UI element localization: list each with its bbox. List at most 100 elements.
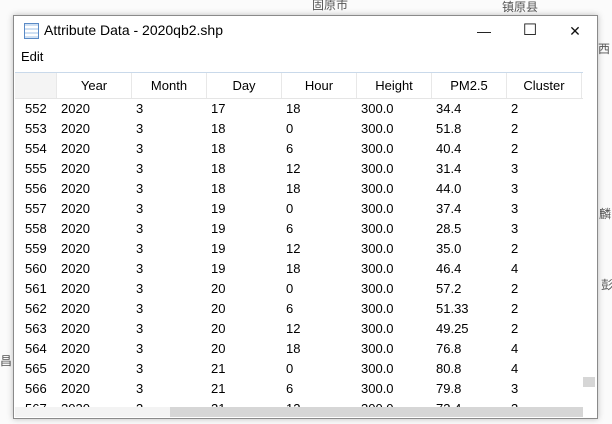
cell-height[interactable]: 300.0 — [361, 381, 394, 396]
column-header-year[interactable]: Year — [57, 73, 132, 98]
cell-day[interactable]: 21 — [207, 399, 282, 408]
cell-day[interactable]: 17 — [211, 101, 226, 116]
cell-height[interactable]: 300.0 — [361, 261, 394, 276]
cell-year[interactable]: 2020 — [61, 121, 90, 136]
table-row[interactable]: 560 2020 3 19 18 300.0 46.4 4 — [15, 259, 583, 279]
cell-cluster[interactable]: 2 — [511, 101, 519, 116]
table-row[interactable]: 558 2020 3 19 6 300.0 28.5 3 — [15, 219, 583, 239]
horizontal-scrollbar[interactable] — [15, 407, 583, 417]
cell-year[interactable]: 2020 — [61, 341, 90, 356]
table-row[interactable]: 564 2020 3 20 18 300.0 76.8 4 — [15, 339, 583, 359]
cell-row-number[interactable]: 556 — [25, 181, 47, 196]
column-header-cluster[interactable]: Cluster — [507, 73, 582, 98]
cell-height[interactable]: 300.0 — [361, 221, 394, 236]
cell-hour[interactable]: 18 — [286, 261, 301, 276]
cell-day[interactable]: 18 — [211, 121, 226, 136]
cell-year[interactable]: 2020 — [61, 221, 90, 236]
table-row[interactable]: 562 2020 3 20 6 300.0 51.33 2 — [15, 299, 583, 319]
cell-year[interactable]: 2020 — [61, 101, 90, 116]
cell-year[interactable]: 2020 — [61, 361, 90, 376]
cell-pm25[interactable]: 80.8 — [436, 361, 462, 376]
cell-month[interactable]: 3 — [136, 241, 144, 256]
cell-row-number[interactable]: 560 — [25, 261, 47, 276]
cell-pm25[interactable]: 57.2 — [436, 281, 462, 296]
horizontal-scroll-thumb[interactable] — [170, 407, 583, 417]
cell-cluster[interactable]: 3 — [507, 399, 582, 408]
cell-pm25[interactable]: 34.4 — [436, 101, 462, 116]
cell-pm25[interactable]: 76.8 — [436, 341, 462, 356]
cell-month[interactable]: 3 — [136, 201, 144, 216]
cell-pm25[interactable]: 49.25 — [436, 321, 469, 336]
cell-day[interactable]: 20 — [211, 281, 226, 296]
cell-pm25[interactable]: 44.0 — [436, 181, 462, 196]
cell-row-number[interactable]: 552 — [25, 101, 47, 116]
cell-year[interactable]: 2020 — [57, 399, 132, 408]
cell-cluster[interactable]: 4 — [511, 261, 519, 276]
cell-row-number[interactable]: 562 — [25, 301, 47, 316]
cell-hour[interactable]: 18 — [286, 341, 301, 356]
cell-cluster[interactable]: 2 — [511, 241, 519, 256]
column-header-pm25[interactable]: PM2.5 — [432, 73, 507, 98]
cell-height[interactable]: 300.0 — [361, 201, 394, 216]
table-row[interactable]: 566 2020 3 21 6 300.0 79.8 3 — [15, 379, 583, 399]
column-header-month[interactable]: Month — [132, 73, 207, 98]
cell-row-number[interactable]: 564 — [25, 341, 47, 356]
vertical-scrollbar[interactable] — [583, 72, 595, 407]
table-row[interactable]: 557 2020 3 19 0 300.0 37.4 3 — [15, 199, 583, 219]
cell-pm25[interactable]: 37.4 — [436, 201, 462, 216]
cell-pm25[interactable]: 51.8 — [436, 121, 462, 136]
cell-month[interactable]: 3 — [136, 161, 144, 176]
cell-day[interactable]: 21 — [211, 361, 226, 376]
cell-height[interactable]: 300.0 — [361, 121, 394, 136]
cell-row-number[interactable]: 553 — [25, 121, 47, 136]
cell-cluster[interactable]: 2 — [511, 321, 519, 336]
cell-height[interactable]: 300.0 — [361, 361, 394, 376]
cell-height[interactable]: 300.0 — [361, 321, 394, 336]
cell-pm25[interactable]: 46.4 — [436, 261, 462, 276]
cell-pm25[interactable]: 73.4 — [432, 399, 507, 408]
cell-year[interactable]: 2020 — [61, 301, 90, 316]
cell-cluster[interactable]: 4 — [511, 361, 519, 376]
cell-hour[interactable]: 18 — [286, 181, 301, 196]
cell-cluster[interactable]: 3 — [511, 181, 519, 196]
cell-cluster[interactable]: 2 — [511, 301, 519, 316]
cell-pm25[interactable]: 31.4 — [436, 161, 462, 176]
cell-month[interactable]: 3 — [136, 321, 144, 336]
cell-hour[interactable]: 0 — [286, 361, 294, 376]
cell-day[interactable]: 20 — [211, 301, 226, 316]
cell-height[interactable]: 300.0 — [357, 399, 432, 408]
cell-month[interactable]: 3 — [136, 381, 144, 396]
cell-height[interactable]: 300.0 — [361, 241, 394, 256]
cell-hour[interactable]: 6 — [286, 221, 294, 236]
cell-day[interactable]: 19 — [211, 221, 226, 236]
cell-height[interactable]: 300.0 — [361, 341, 394, 356]
cell-row-number[interactable]: 567 — [21, 399, 63, 408]
cell-year[interactable]: 2020 — [61, 241, 90, 256]
cell-cluster[interactable]: 3 — [511, 221, 519, 236]
cell-year[interactable]: 2020 — [61, 261, 90, 276]
cell-row-number[interactable]: 565 — [25, 361, 47, 376]
cell-day[interactable]: 18 — [211, 161, 226, 176]
cell-year[interactable]: 2020 — [61, 161, 90, 176]
cell-day[interactable]: 20 — [211, 341, 226, 356]
menu-edit[interactable]: Edit — [21, 49, 44, 64]
cell-pm25[interactable]: 28.5 — [436, 221, 462, 236]
cell-height[interactable]: 300.0 — [361, 161, 394, 176]
cell-month[interactable]: 3 — [136, 121, 144, 136]
cell-hour[interactable]: 12 — [286, 321, 301, 336]
cell-cluster[interactable]: 2 — [511, 141, 519, 156]
cell-cluster[interactable]: 3 — [511, 161, 519, 176]
cell-cluster[interactable]: 3 — [511, 201, 519, 216]
cell-hour[interactable]: 0 — [286, 121, 294, 136]
cell-hour[interactable]: 12 — [282, 399, 357, 408]
cell-cluster[interactable]: 3 — [511, 381, 519, 396]
cell-month[interactable]: 3 — [136, 281, 144, 296]
cell-pm25[interactable]: 51.33 — [436, 301, 469, 316]
cell-height[interactable]: 300.0 — [361, 301, 394, 316]
cell-month[interactable]: 3 — [136, 221, 144, 236]
table-row[interactable]: 556 2020 3 18 18 300.0 44.0 3 — [15, 179, 583, 199]
cell-day[interactable]: 18 — [211, 181, 226, 196]
table-row[interactable]: 552 2020 3 17 18 300.0 34.4 2 — [15, 99, 583, 119]
cell-month[interactable]: 3 — [136, 361, 144, 376]
cell-row-number[interactable]: 559 — [25, 241, 47, 256]
